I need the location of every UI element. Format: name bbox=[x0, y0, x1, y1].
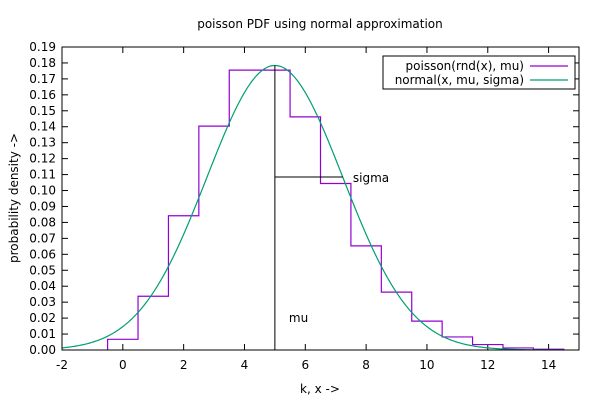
legend-entry-normal: normal(x, mu, sigma) bbox=[395, 73, 524, 87]
y-tick-label: 0.12 bbox=[29, 152, 56, 166]
y-tick-label: 0.00 bbox=[29, 343, 56, 357]
x-tick-label: 14 bbox=[541, 358, 556, 372]
y-tick-label: 0.19 bbox=[29, 40, 56, 54]
y-tick-label: 0.09 bbox=[29, 199, 56, 213]
y-tick-label: 0.06 bbox=[29, 247, 56, 261]
x-tick-label: -2 bbox=[56, 358, 68, 372]
y-tick-label: 0.07 bbox=[29, 231, 56, 245]
y-tick-label: 0.13 bbox=[29, 136, 56, 150]
plot-area: mu sigma bbox=[61, 64, 565, 351]
y-tick-label: 0.18 bbox=[29, 56, 56, 70]
x-tick-label: 8 bbox=[362, 358, 370, 372]
x-tick-label: 4 bbox=[241, 358, 249, 372]
x-tick-label: 10 bbox=[419, 358, 434, 372]
y-tick-label: 0.16 bbox=[29, 88, 56, 102]
y-axis-label: probability density -> bbox=[7, 133, 21, 263]
y-tick-label: 0.04 bbox=[29, 279, 56, 293]
legend-entry-poisson: poisson(rnd(x), mu) bbox=[406, 59, 524, 73]
axis-ticks: 0.00 0.01 0.02 0.03 0.04 0.05 0.06 0.07 0.08 0.09… bbox=[29, 40, 579, 372]
mu-label: mu bbox=[289, 311, 308, 325]
x-tick-label: 2 bbox=[180, 358, 188, 372]
y-tick-label: 0.01 bbox=[29, 327, 56, 341]
legend: poisson(rnd(x), mu) normal(x, mu, sigma) bbox=[382, 55, 576, 90]
x-tick-label: 12 bbox=[480, 358, 495, 372]
x-tick-label: 0 bbox=[119, 358, 127, 372]
y-tick-label: 0.03 bbox=[29, 295, 56, 309]
y-tick-label: 0.17 bbox=[29, 72, 56, 86]
sigma-label: sigma bbox=[353, 171, 389, 185]
legend-box bbox=[382, 55, 576, 90]
x-axis-label: k, x -> bbox=[300, 382, 340, 396]
x-tick-label: 6 bbox=[301, 358, 309, 372]
y-tick-label: 0.14 bbox=[29, 120, 56, 134]
y-tick-label: 0.08 bbox=[29, 215, 56, 229]
y-tick-label: 0.05 bbox=[29, 263, 56, 277]
normal-curve-line bbox=[61, 64, 564, 351]
chart-title: poisson PDF using normal approximation bbox=[197, 17, 443, 31]
y-tick-label: 0.02 bbox=[29, 311, 56, 325]
y-tick-label: 0.10 bbox=[29, 184, 56, 198]
poisson-steps-line bbox=[107, 69, 565, 350]
y-tick-label: 0.15 bbox=[29, 104, 56, 118]
y-tick-label: 0.11 bbox=[29, 168, 56, 182]
plot-frame bbox=[61, 46, 580, 351]
